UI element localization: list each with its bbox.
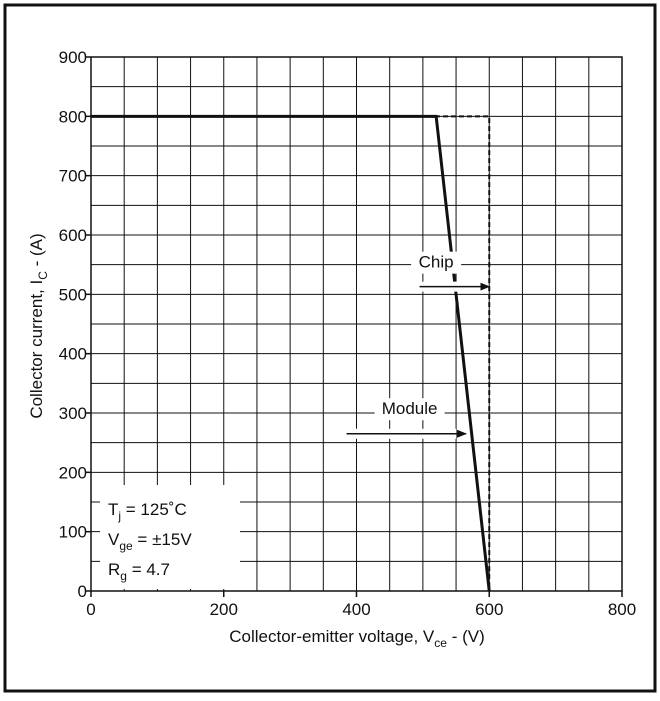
x-tick-label: 600 [475,600,503,619]
condition-tj: Tj = 125˚C [108,500,187,523]
y-tick-label: 600 [59,226,87,245]
annotation-chip-label: Chip [419,253,454,272]
series-line-module [91,114,491,592]
y-tick-label: 900 [59,48,87,67]
annotation-module-label-bg [374,398,445,421]
tick-labels: 0 100 200 300 400 500 600 700 800 900 0 200 400 600 80… [59,48,637,619]
y-tick-label: 0 [78,582,87,601]
y-tick-label: 700 [59,167,87,186]
y-tick-label: 800 [59,107,87,126]
outer-border [3,3,657,693]
x-tick-label: 400 [342,600,370,619]
annotation-chip-label-bg [411,251,462,274]
x-axis-title: Collector-emitter voltage, Vce - (V) [229,627,485,650]
conditions-box [100,485,240,589]
annotation-layer: Chip Module [346,251,491,439]
x-tick-label: 800 [608,600,636,619]
y-tick-label: 100 [59,523,87,542]
y-tick-label: 200 [59,463,87,482]
y-tick-label: 500 [59,285,87,304]
y-tick-label: 300 [59,404,87,423]
condition-rg: Rg = 4.7 [108,560,170,583]
y-axis-title: Collector current, IC - (A) [27,233,50,418]
annotation-module-label: Module [382,399,438,418]
y-tick-label: 400 [59,345,87,364]
axis-layer [85,56,623,597]
x-tick-label: 200 [210,600,238,619]
condition-vge: Vge = ±15V [108,530,192,553]
x-tick-label: 0 [86,600,95,619]
series-layer [91,114,491,592]
